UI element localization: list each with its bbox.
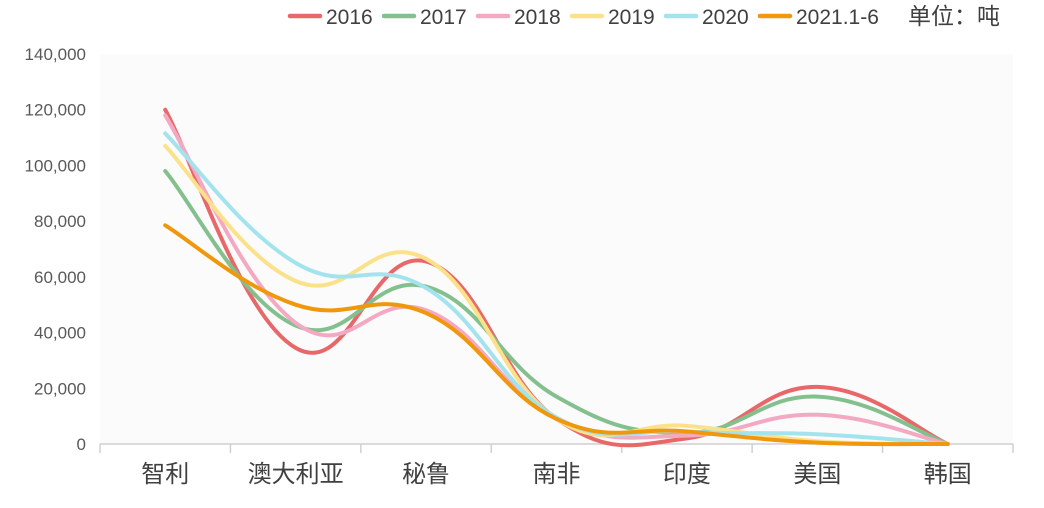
y-axis: 0 20,000 40,000 60,000 80,000 100,000 120,000 1… (25, 45, 86, 454)
x-axis: 智利 澳大利亚 秘鲁 南非 印度 美国 韩国 (99, 443, 1014, 488)
legend-item: 2020 (663, 6, 749, 29)
x-tick-label: 韩国 (924, 460, 972, 488)
y-tick-label: 0 (77, 435, 86, 454)
series-lines (163, 107, 950, 448)
unit-label: 单位：吨 (908, 4, 1000, 30)
series-line-2017 (163, 169, 950, 446)
y-tick-label: 60,000 (34, 268, 86, 287)
legend-label: 2016 (326, 6, 373, 29)
y-tick-label: 120,000 (25, 101, 86, 120)
y-tick-label: 20,000 (34, 379, 86, 398)
legend-item: 2017 (381, 6, 467, 29)
x-tick-label: 印度 (663, 460, 711, 488)
x-tick-label: 南非 (533, 460, 581, 488)
x-tick-label: 澳大利亚 (248, 460, 344, 488)
x-tick-label: 智利 (141, 460, 189, 488)
y-tick-label: 140,000 (25, 45, 86, 64)
legend-label: 2021.1-6 (796, 6, 879, 29)
legend-item: 2021.1-6 (757, 6, 879, 29)
legend-item: 2019 (569, 6, 655, 29)
y-tick-label: 100,000 (25, 156, 86, 175)
legend-item: 2016 (287, 6, 373, 29)
x-tick-label: 秘鲁 (402, 460, 450, 488)
series-line-2021-1-6 (163, 223, 950, 447)
legend-label: 2017 (420, 6, 467, 29)
legend: 2016 2017 2018 2019 2020 2021.1-6 单位：吨 (287, 4, 1000, 30)
series-line-2020 (163, 131, 950, 446)
x-tick-label: 美国 (793, 460, 841, 488)
legend-label: 2018 (514, 6, 561, 29)
y-tick-label: 40,000 (34, 324, 86, 343)
legend-item: 2018 (475, 6, 561, 29)
legend-label: 2019 (608, 6, 655, 29)
legend-label: 2020 (702, 6, 749, 29)
y-tick-label: 80,000 (34, 212, 86, 231)
